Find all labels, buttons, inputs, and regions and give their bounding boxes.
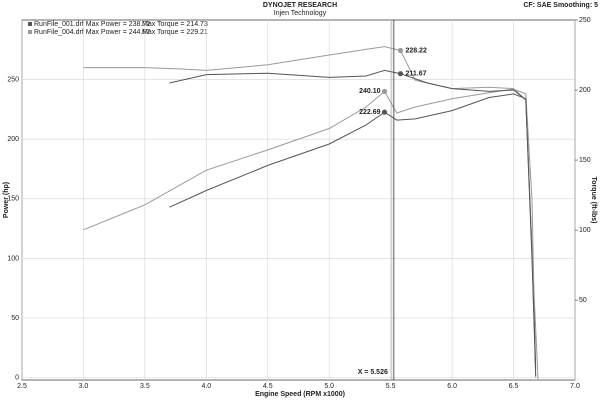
x-tick-label: 5.5 (386, 383, 396, 390)
legend-swatch (28, 30, 32, 34)
cursor-value-label: 240.10 (359, 88, 381, 95)
y2-axis-label: Torque (ft-lbs) (590, 177, 597, 224)
legend-entry: RunFile_004.drf Max Power = 244.67 (34, 29, 150, 36)
y2-tick-label: 50 (579, 297, 587, 304)
y2-tick-label: 200 (579, 87, 591, 94)
x-tick-label: 6.0 (447, 383, 457, 390)
cursor-marker (381, 109, 388, 115)
x-tick-label: 3.5 (140, 383, 150, 390)
data-line (83, 46, 539, 381)
cursor-label: X = 5.526 (358, 369, 388, 376)
y-tick-label: 100 (7, 255, 19, 262)
y2-tick-label: 100 (579, 227, 591, 234)
y-axis-label: Power (hp) (3, 182, 10, 218)
x-tick-label: 4.5 (263, 383, 273, 390)
x-axis-label: Engine Speed (RPM x1000) (255, 391, 345, 398)
legend-entry: Max Torque = 214.73 (142, 21, 208, 28)
x-tick-label: 3.0 (79, 383, 89, 390)
cursor-value-label: 222.69 (359, 109, 381, 116)
corner-note: CF: SAE Smoothing: 5 (523, 2, 598, 9)
cursor-marker (381, 88, 388, 95)
y-tick-label: 150 (7, 196, 19, 203)
cursor-marker (397, 71, 404, 77)
data-line (169, 93, 537, 370)
x-tick-label: 5.0 (324, 383, 334, 390)
data-line (83, 88, 537, 378)
y-tick-label: 50 (11, 315, 19, 322)
cursor-value-label: 228.22 (405, 47, 427, 54)
x-tick-label: 6.5 (509, 383, 519, 390)
cursor-value-label: 211.67 (405, 71, 426, 78)
cursor-marker (397, 47, 404, 54)
data-line (169, 69, 537, 376)
y-tick-label: 0 (15, 374, 19, 381)
x-tick-label: 7.0 (570, 383, 580, 390)
y-tick-label: 250 (7, 76, 19, 83)
x-tick-label: 2.5 (17, 383, 27, 390)
y2-tick-label: 250 (579, 17, 591, 24)
y-tick-label: 200 (7, 136, 19, 143)
chart-title: DYNOJET RESEARCH (263, 2, 337, 9)
plot-frame (21, 19, 576, 381)
x-tick-label: 4.0 (201, 383, 211, 390)
legend-entry: Max Torque = 229.21 (142, 29, 208, 36)
legend-entry: RunFile_001.drf Max Power = 238.72 (34, 21, 150, 28)
chart-subtitle: Injen Technology (274, 10, 327, 17)
y2-tick-label: 150 (579, 157, 591, 164)
legend-swatch (28, 22, 32, 26)
